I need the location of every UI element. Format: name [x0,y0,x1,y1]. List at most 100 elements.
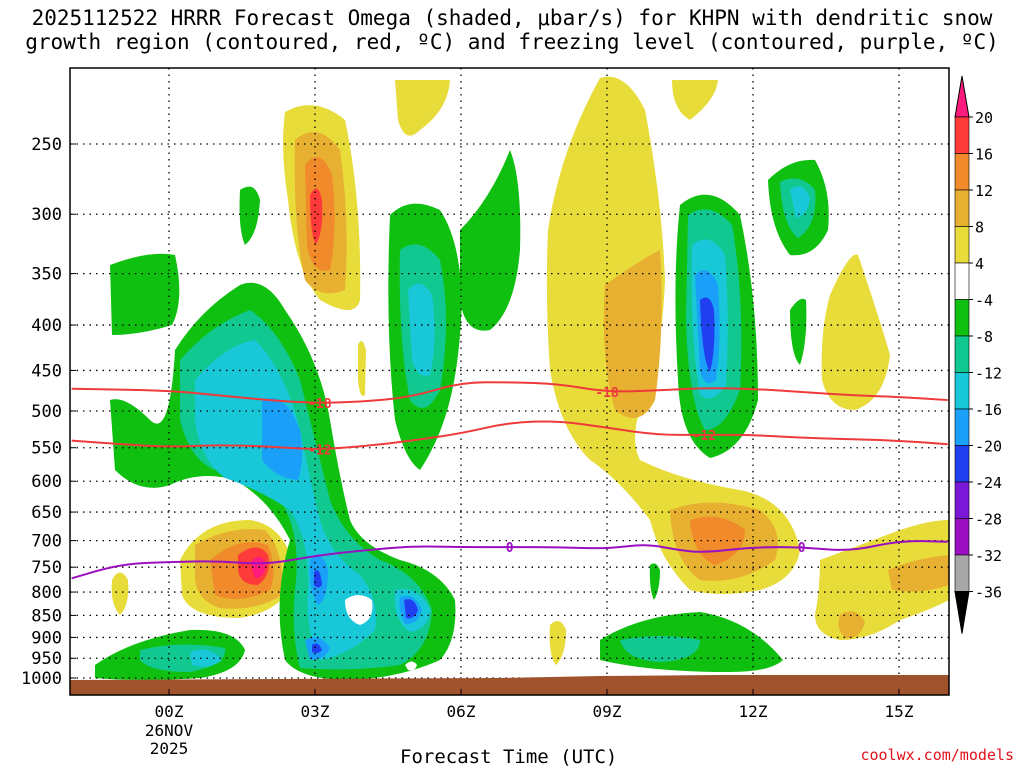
colorbar-label: -36 [975,584,1002,602]
colorbar-bottom-arrow [954,591,970,634]
contour-minus18 [71,381,948,404]
colorbar: 20 16 12 8 4 -4 -8 -12 -16 -20 -24 -28 -32 -36 [954,75,1002,634]
omega-region [649,563,660,600]
contour-minus12-label: -12 [693,429,716,444]
y-axis: 2503003504004505005506006507007508008509… [21,135,76,689]
colorbar-label: 8 [975,219,984,237]
colorbar-swatch [954,226,970,264]
omega-region [700,297,715,372]
omega-region [262,398,303,480]
y-tick-label: 300 [31,205,62,225]
y-tick-label: 350 [31,265,62,285]
x-tick-label: 12Z [739,702,768,721]
omega-region [111,572,129,615]
y-tick-label: 250 [31,135,62,155]
plot-frame [69,67,950,696]
omega-region [190,649,222,667]
y-tick-label: 1000 [21,669,62,689]
omega-shading [95,76,949,680]
omega-region [239,186,260,245]
colorbar-label: 16 [975,146,993,164]
contour-lines: -18 -18 -12 -12 0 0 [71,381,948,580]
chart-title: 2025112522 HRRR Forecast Omega (shaded, … [0,6,1024,54]
colorbar-label: -16 [975,401,1002,419]
contour-freezing-level-label: 0 [506,541,514,556]
contour-minus18-label: -18 [308,397,332,412]
colorbar-label: -20 [975,438,1002,456]
omega-region [460,150,521,331]
grid-lines [70,68,949,695]
colorbar-swatch [954,554,970,592]
omega-region [698,526,722,548]
colorbar-swatch [954,518,970,556]
omega-region [395,80,450,136]
y-tick-label: 550 [31,439,62,459]
omega-region [405,661,417,671]
y-tick-label: 650 [31,503,62,523]
colorbar-swatch [954,153,970,191]
colorbar-label: 4 [975,255,984,273]
omega-region [549,621,566,665]
omega-region [838,611,865,639]
omega-region [262,633,268,655]
omega-region [603,250,662,418]
colorbar-top-arrow [954,75,970,118]
title-line-2: growth region (contoured, red, ºC) and f… [25,30,999,54]
y-tick-label: 800 [31,583,62,603]
omega-region [620,636,700,662]
y-tick-label: 500 [31,402,62,422]
y-tick-label: 950 [31,649,62,669]
omega-region [790,186,810,218]
x-tick-label: 09Z [593,702,622,721]
omega-region [312,643,322,654]
colorbar-label: -4 [975,292,993,310]
x-tick-label: 03Z [301,702,330,721]
colorbar-swatch [954,481,970,519]
colorbar-swatch [954,445,970,483]
y-tick-label: 900 [31,628,62,648]
omega-region [358,341,366,396]
colorbar-label: -32 [975,547,1002,565]
x-tick-label: 00Z [155,702,184,721]
contour-minus12 [71,420,948,450]
x-tick-label: 06Z [447,702,476,721]
omega-region [404,599,418,619]
omega-region [310,188,323,245]
colorbar-label: -12 [975,365,1002,383]
colorbar-swatch [954,299,970,337]
colorbar-swatch [954,408,970,446]
colorbar-swatch [954,189,970,227]
y-tick-label: 450 [31,361,62,381]
omega-region [546,76,800,594]
colorbar-label: -8 [975,328,993,346]
omega-region [408,283,435,376]
x-tick-label: 15Z [885,702,914,721]
y-tick-label: 850 [31,606,62,626]
omega-region [345,595,373,625]
contour-minus18-label: -18 [595,386,619,401]
y-tick-label: 400 [31,316,62,336]
x-date-label: 26NOV [145,721,194,740]
omega-region [821,254,890,410]
credit-text: coolwx.com/models [860,746,1014,764]
omega-region [314,570,322,588]
contour-freezing-level-label: 0 [798,541,806,556]
colorbar-swatch [954,262,970,300]
x-year-label: 2025 [150,739,189,758]
colorbar-label: -28 [975,511,1002,529]
colorbar-swatch [954,116,970,154]
colorbar-label: 20 [975,109,993,127]
contour-minus12-label: -12 [308,443,331,458]
x-axis-label: Forecast Time (UTC) [400,746,618,768]
colorbar-swatch [954,335,970,373]
surface-terrain [70,675,949,695]
contour-freezing-level [71,540,948,580]
omega-region [672,80,718,120]
y-tick-label: 700 [31,532,62,552]
y-tick-label: 600 [31,472,62,492]
omega-region [790,298,807,365]
colorbar-label: -24 [975,474,1002,492]
title-line-1: 2025112522 HRRR Forecast Omega (shaded, … [31,6,993,30]
